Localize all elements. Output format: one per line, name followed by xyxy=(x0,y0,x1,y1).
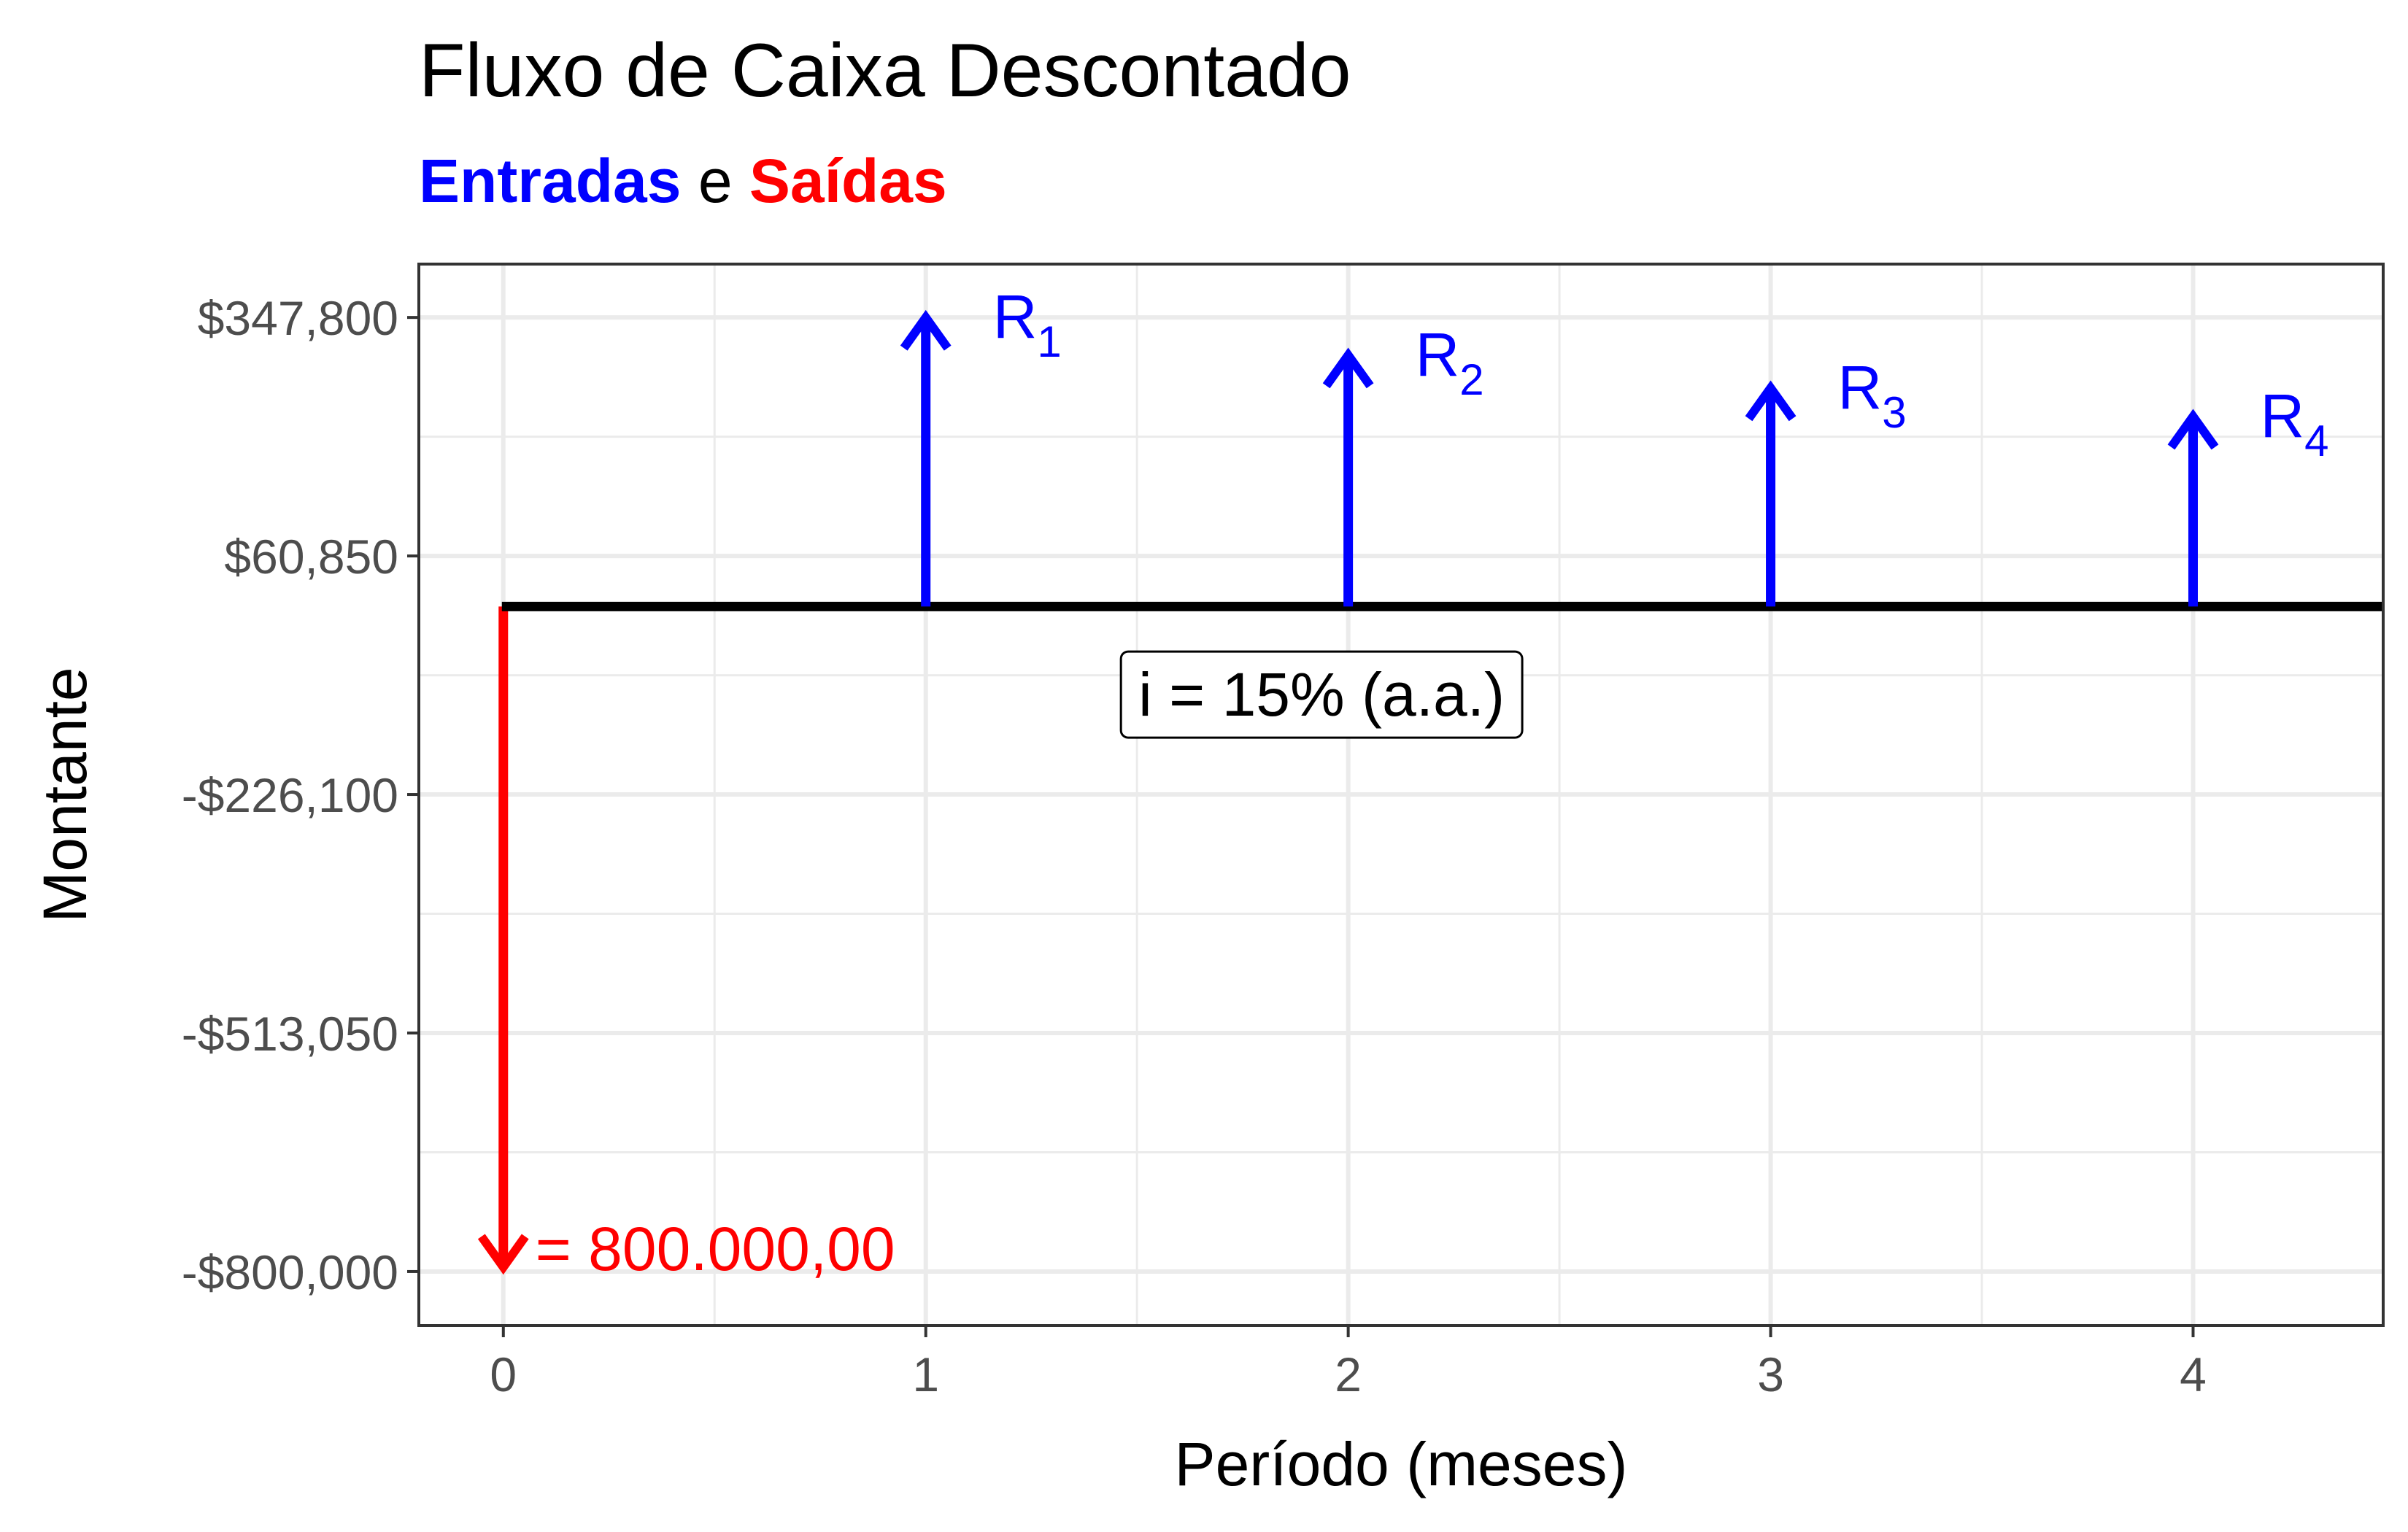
y-tick-label: $60,850 xyxy=(224,530,398,584)
subtitle-inflows: Entradas xyxy=(419,147,682,215)
subtitle-outflows: Saídas xyxy=(749,147,947,215)
chart-title: Fluxo de Caixa Descontado xyxy=(419,28,1351,113)
y-axis-title: Montante xyxy=(31,667,99,922)
x-tick-label: 1 xyxy=(912,1347,939,1401)
y-tick-label: -$513,050 xyxy=(182,1007,398,1061)
inflow-arrow-2-head xyxy=(1322,347,1374,389)
inflow-label-subscript-3: 3 xyxy=(1882,388,1906,437)
rate-annotation: i = 15% (a.a.) xyxy=(1119,650,1524,739)
inflow-arrow-1-head xyxy=(900,309,952,351)
outflow-label-0: = 800.000,00 xyxy=(536,1215,895,1283)
x-axis-title: Período (meses) xyxy=(1175,1430,1628,1498)
inflow-label-subscript-1: 1 xyxy=(1037,317,1061,366)
outflow-arrow-0 xyxy=(477,606,529,1275)
y-tick-label: -$226,100 xyxy=(182,768,398,822)
inflow-label-subscript-2: 2 xyxy=(1459,355,1483,404)
x-tick-label: 2 xyxy=(1335,1347,1362,1401)
rate-annotation-text: i = 15% (a.a.) xyxy=(1138,660,1505,729)
x-tick-label: 3 xyxy=(1757,1347,1784,1401)
y-tick-label: $347,800 xyxy=(198,291,398,345)
grid xyxy=(419,264,2383,1326)
outflow-arrow-0-head xyxy=(477,1234,529,1275)
inflow-label-subscript-4: 4 xyxy=(2304,417,2328,465)
inflow-arrow-4-head xyxy=(2167,409,2219,450)
x-tick-label: 4 xyxy=(2180,1347,2207,1401)
rate-annotation-box xyxy=(1119,650,1524,739)
chart-subtitle: Entradas e Saídas xyxy=(419,146,947,217)
x-tick-label: 0 xyxy=(490,1347,517,1401)
inflow-arrow-3 xyxy=(1745,380,1797,607)
inflow-arrow-3-head xyxy=(1745,380,1797,422)
axes: $347,800 $60,850 -$226,100 -$513,050 -$800,0… xyxy=(31,263,2385,1498)
inflow-arrow-1 xyxy=(900,309,952,607)
subtitle-joiner: e xyxy=(698,147,733,215)
inflow-arrow-2 xyxy=(1322,347,1374,607)
inflow-arrow-4 xyxy=(2167,409,2219,607)
y-tick-label: -$800,000 xyxy=(182,1245,398,1299)
